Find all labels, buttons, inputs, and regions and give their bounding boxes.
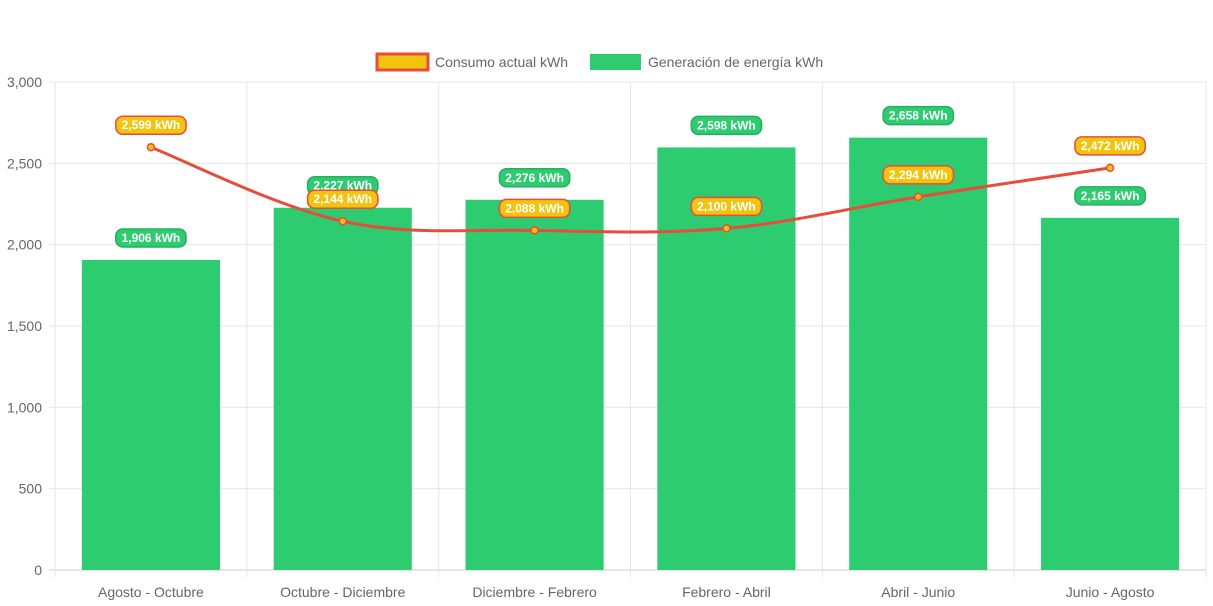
y-tick-label: 0	[34, 562, 42, 578]
line-data-label-bg	[115, 115, 187, 135]
bar-data-label-bg	[882, 105, 955, 126]
y-tick-label: 3,000	[7, 74, 42, 90]
grid	[49, 81, 1207, 577]
line-point[interactable]	[1105, 163, 1115, 173]
line-data-label-text: 2,294 kWh	[889, 168, 948, 182]
x-tick-label: Octubre - Diciembre	[280, 584, 405, 600]
y-tick-label: 500	[19, 481, 43, 497]
bar-data-label-text: 2,227 kWh	[313, 179, 372, 193]
legend-item-generacion[interactable]: Generación de energía kWh	[590, 54, 823, 70]
bar-data-label-text: 1,906 kWh	[122, 231, 181, 245]
line-path	[150, 145, 1111, 234]
x-tick-label: Junio - Agosto	[1066, 584, 1155, 600]
bar[interactable]	[273, 207, 412, 570]
bar-data-label-text: 2,658 kWh	[889, 109, 948, 123]
bar[interactable]	[657, 147, 796, 570]
line-data-label: 2,100 kWh	[690, 196, 763, 217]
data-labels: 1,906 kWh 2,227 kWh 2,276 kWh 2,598 kWh 2,65…	[115, 105, 1146, 248]
y-tick-label: 1,000	[7, 399, 42, 415]
axes: 0 500 1,000 1,500 2,000 2,500 3,000 Agosto - Oc…	[7, 74, 1155, 600]
bar-data-label-bg	[115, 228, 187, 248]
line-point[interactable]	[530, 226, 539, 235]
bar-data-label: 1,906 kWh	[115, 228, 187, 248]
bar-data-label-bg	[690, 115, 763, 136]
line-data-label-bg	[306, 189, 379, 209]
line-data-label-text: 2,088 kWh	[505, 201, 564, 215]
legend-item-consumo[interactable]: Consumo actual kWh	[375, 52, 568, 72]
line-series	[146, 142, 1115, 235]
y-tick-label: 1,500	[7, 318, 42, 334]
x-tick-label: Agosto - Octubre	[98, 584, 204, 600]
bar-data-label-text: 2,598 kWh	[697, 118, 756, 132]
line-point[interactable]	[722, 224, 731, 233]
line-data-label-text: 2,599 kWh	[122, 118, 181, 132]
bar[interactable]	[1041, 217, 1180, 570]
bar-data-label: 2,276 kWh	[498, 168, 571, 188]
bar-data-label: 2,658 kWh	[882, 105, 955, 126]
legend-label-generacion: Generación de energía kWh	[648, 54, 823, 70]
line-data-label-text: 2,100 kWh	[697, 199, 756, 213]
bar-data-label-text: 2,276 kWh	[505, 171, 564, 185]
line-data-label-text: 2,144 kWh	[313, 192, 372, 206]
x-tick-label: Febrero - Abril	[682, 584, 771, 600]
line-data-label: 2,472 kWh	[1074, 136, 1146, 156]
bar[interactable]	[849, 137, 988, 570]
line-data-label: 2,088 kWh	[498, 198, 571, 219]
line-point[interactable]	[146, 142, 156, 152]
line-data-label: 2,144 kWh	[306, 189, 379, 209]
x-tick-label: Diciembre - Febrero	[472, 584, 597, 600]
bar[interactable]	[465, 199, 604, 570]
line-data-label-bg	[1074, 136, 1146, 156]
line-data-label: 2,599 kWh	[115, 115, 187, 135]
bar[interactable]	[81, 259, 220, 570]
bar-data-label-bg	[498, 168, 571, 188]
bar-data-label: 2,598 kWh	[690, 115, 763, 136]
legend-swatch-consumo	[375, 52, 430, 72]
y-tick-label: 2,500	[7, 155, 42, 171]
legend-label-consumo: Consumo actual kWh	[435, 54, 568, 70]
y-tick-label: 2,000	[7, 237, 42, 253]
line-data-label-bg	[882, 165, 955, 185]
line-data-label-bg	[690, 196, 763, 217]
bar-data-label-bg	[1074, 186, 1146, 206]
line-data-label-bg	[498, 198, 571, 219]
line-point[interactable]	[914, 192, 923, 202]
bar-data-label: 2,165 kWh	[1074, 186, 1146, 206]
x-tick-label: Abril - Junio	[881, 584, 955, 600]
bar-data-label-text: 2,165 kWh	[1081, 189, 1140, 203]
line-point[interactable]	[338, 216, 347, 226]
line-data-label-text: 2,472 kWh	[1081, 139, 1140, 153]
line-data-label: 2,294 kWh	[882, 165, 955, 185]
bars	[81, 137, 1180, 570]
legend[interactable]: Consumo actual kWh Generación de energía …	[375, 52, 823, 72]
legend-swatch-generacion	[590, 54, 641, 70]
